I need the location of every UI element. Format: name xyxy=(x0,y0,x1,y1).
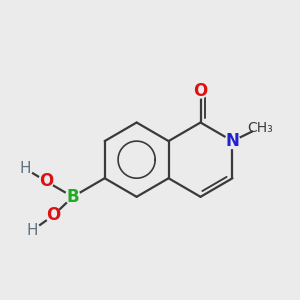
Text: CH₃: CH₃ xyxy=(247,121,273,135)
Circle shape xyxy=(193,83,208,98)
Circle shape xyxy=(46,208,61,223)
Circle shape xyxy=(18,161,33,176)
Text: B: B xyxy=(66,188,79,206)
Circle shape xyxy=(225,134,240,148)
Text: O: O xyxy=(39,172,53,190)
Circle shape xyxy=(38,174,53,189)
Circle shape xyxy=(25,223,40,238)
Text: H: H xyxy=(20,161,31,176)
Circle shape xyxy=(65,189,80,204)
Text: N: N xyxy=(226,132,239,150)
Text: O: O xyxy=(46,206,61,224)
Text: H: H xyxy=(27,223,38,238)
Circle shape xyxy=(253,120,267,135)
Text: O: O xyxy=(194,82,208,100)
